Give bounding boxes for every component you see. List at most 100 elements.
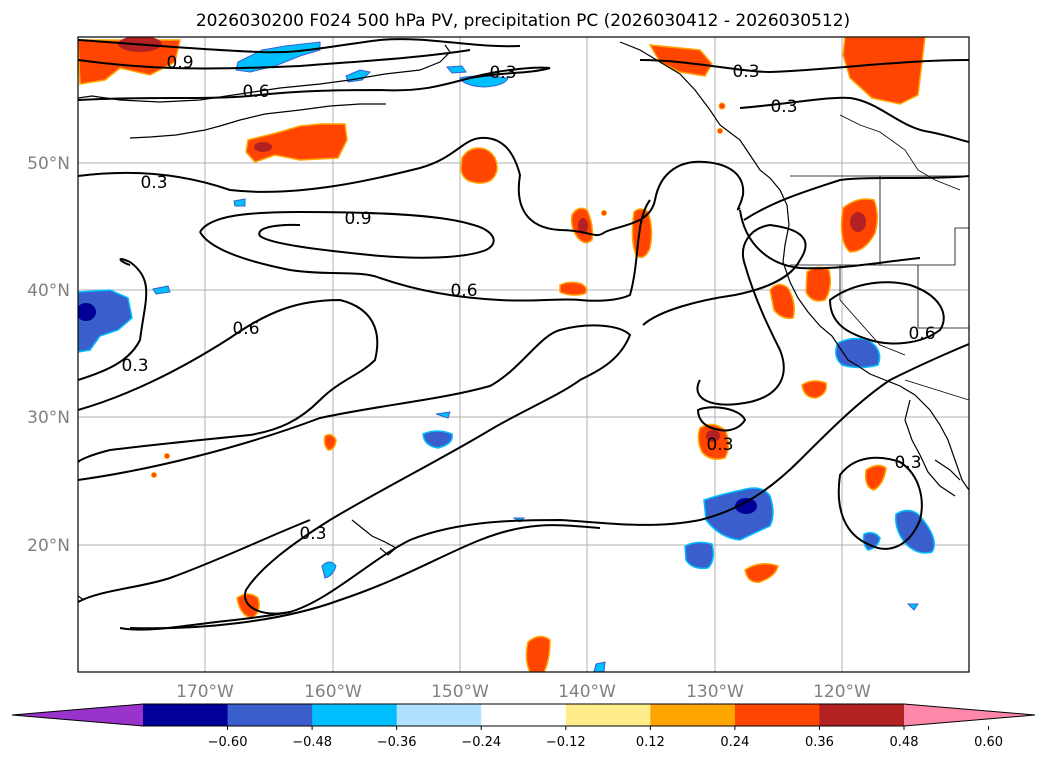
precip-positive-dot [151,472,157,478]
pv-contour [837,456,923,550]
lat-tick-label: 20°N [27,536,70,556]
colorbar-outline [11,703,1036,727]
pv-contour [78,298,379,463]
precip-negative-region [233,198,246,207]
contour-label: 0.3 [121,356,148,376]
precip-positive-dot [717,128,723,134]
pv-contour [78,49,471,70]
colorbar-extend-high [904,704,1035,726]
contour-label: 0.6 [450,281,477,301]
colorbar-segment [312,704,398,726]
precip-positive-region [525,635,551,672]
precip-positive-region [78,39,181,85]
lon-tick-label: 130°W [686,682,744,702]
contour-label: 0.3 [140,173,167,193]
pv-contour [739,96,969,143]
coastline-baja-california [904,399,956,497]
precip-positive-core [254,142,272,152]
coastlines [78,41,969,601]
lon-axis: 170°W 160°W 150°W 140°W 130°W 120°W [176,682,871,702]
colorbar-segment [396,704,482,726]
pv-contour [604,160,745,233]
lon-tick-label: 120°W [813,682,871,702]
boundary-line [790,227,969,266]
colorbar-segment [227,704,313,726]
precip-negative-core [78,303,96,321]
lat-tick-label: 50°N [27,154,70,174]
pv-contour [199,210,495,259]
precip-negative-region [684,541,715,570]
pv-contour [78,258,148,381]
contour-label: 0.3 [299,524,326,544]
coastline-aleutians [129,103,386,139]
colorbar-tick-label: 0.12 [636,735,665,750]
contour-labels: 0.9 0.6 0.3 0.3 0.3 0.3 0.9 0.6 0.6 0.3 … [121,53,935,544]
coastline-north-america [619,41,969,491]
colorbar-segment [143,704,229,726]
boundary-line [904,379,969,401]
contour-label: 0.3 [732,62,759,82]
colorbar-tick-label: −0.48 [292,735,332,750]
pv-contour [828,281,945,345]
precip-positive-core [850,212,866,232]
contour-label: 0.9 [344,209,371,229]
pv-contour [739,209,921,270]
colorbar-segment [565,704,651,726]
contour-label: 0.3 [489,63,516,83]
pv-contour [129,524,601,630]
precip-negative-anomalies [78,41,935,672]
precip-positive-region [769,283,795,320]
colorbar-segment [481,704,567,726]
precip-negative-region [835,337,881,369]
precip-negative-region [435,411,451,419]
colorbar-tick-label: −0.60 [208,735,248,750]
pv-contour [78,519,311,603]
colorbar-segment [819,704,905,726]
precip-positive-anomalies [78,37,926,672]
precip-positive-region [323,433,337,451]
boundary-line [917,265,969,329]
colorbar-tick-label: −0.24 [461,735,501,750]
precip-negative-region [593,661,606,672]
colorbar-segment [650,704,736,726]
precip-positive-region [864,464,887,491]
precip-negative-region [422,430,453,449]
precip-negative-region [703,487,774,541]
precip-positive-dot [164,453,170,459]
contour-label: 0.3 [706,435,733,455]
lon-tick-label: 170°W [176,682,234,702]
precip-positive-dot [718,102,726,110]
lon-tick-label: 160°W [304,682,362,702]
pv-contour [78,38,521,54]
lat-tick-label: 40°N [27,281,70,301]
precip-negative-region [445,65,467,74]
pv-contour [199,199,651,302]
colorbar: −0.60 −0.48 −0.36 −0.24 −0.12 0.12 0.24 0.36 0.4… [11,703,1036,750]
lat-axis: 50°N 40°N 30°N 20°N [27,154,70,556]
contour-label: 0.9 [166,53,193,73]
pv-contour [78,136,606,237]
map-background [78,37,969,672]
coastline-gulf-of-california [934,459,961,481]
precip-positive-region [801,380,828,399]
contour-label: 0.3 [894,453,921,473]
precip-positive-region [559,281,588,296]
precip-positive-region [805,266,832,302]
precip-positive-core [706,430,720,442]
colorbar-extend-low [12,704,143,726]
colorbar-tick-label: 0.60 [974,735,1003,750]
colorbar-segment [734,704,820,726]
colorbar-tick-label: 0.24 [720,735,749,750]
pv-contour [119,611,291,631]
boundary-line [839,114,961,191]
map-panel: 0.9 0.6 0.3 0.3 0.3 0.3 0.9 0.6 0.6 0.3 … [77,36,970,673]
lon-tick-label: 140°W [558,682,616,702]
pv-contour [78,324,969,615]
precip-negative-region [321,561,337,579]
pv-contour [639,59,969,74]
contour-label: 0.6 [232,319,259,339]
figure-title: 2026030200 F024 500 hPa PV, precipitatio… [196,11,850,31]
coastline-hawaii [351,519,398,556]
precip-negative-region [906,603,919,611]
